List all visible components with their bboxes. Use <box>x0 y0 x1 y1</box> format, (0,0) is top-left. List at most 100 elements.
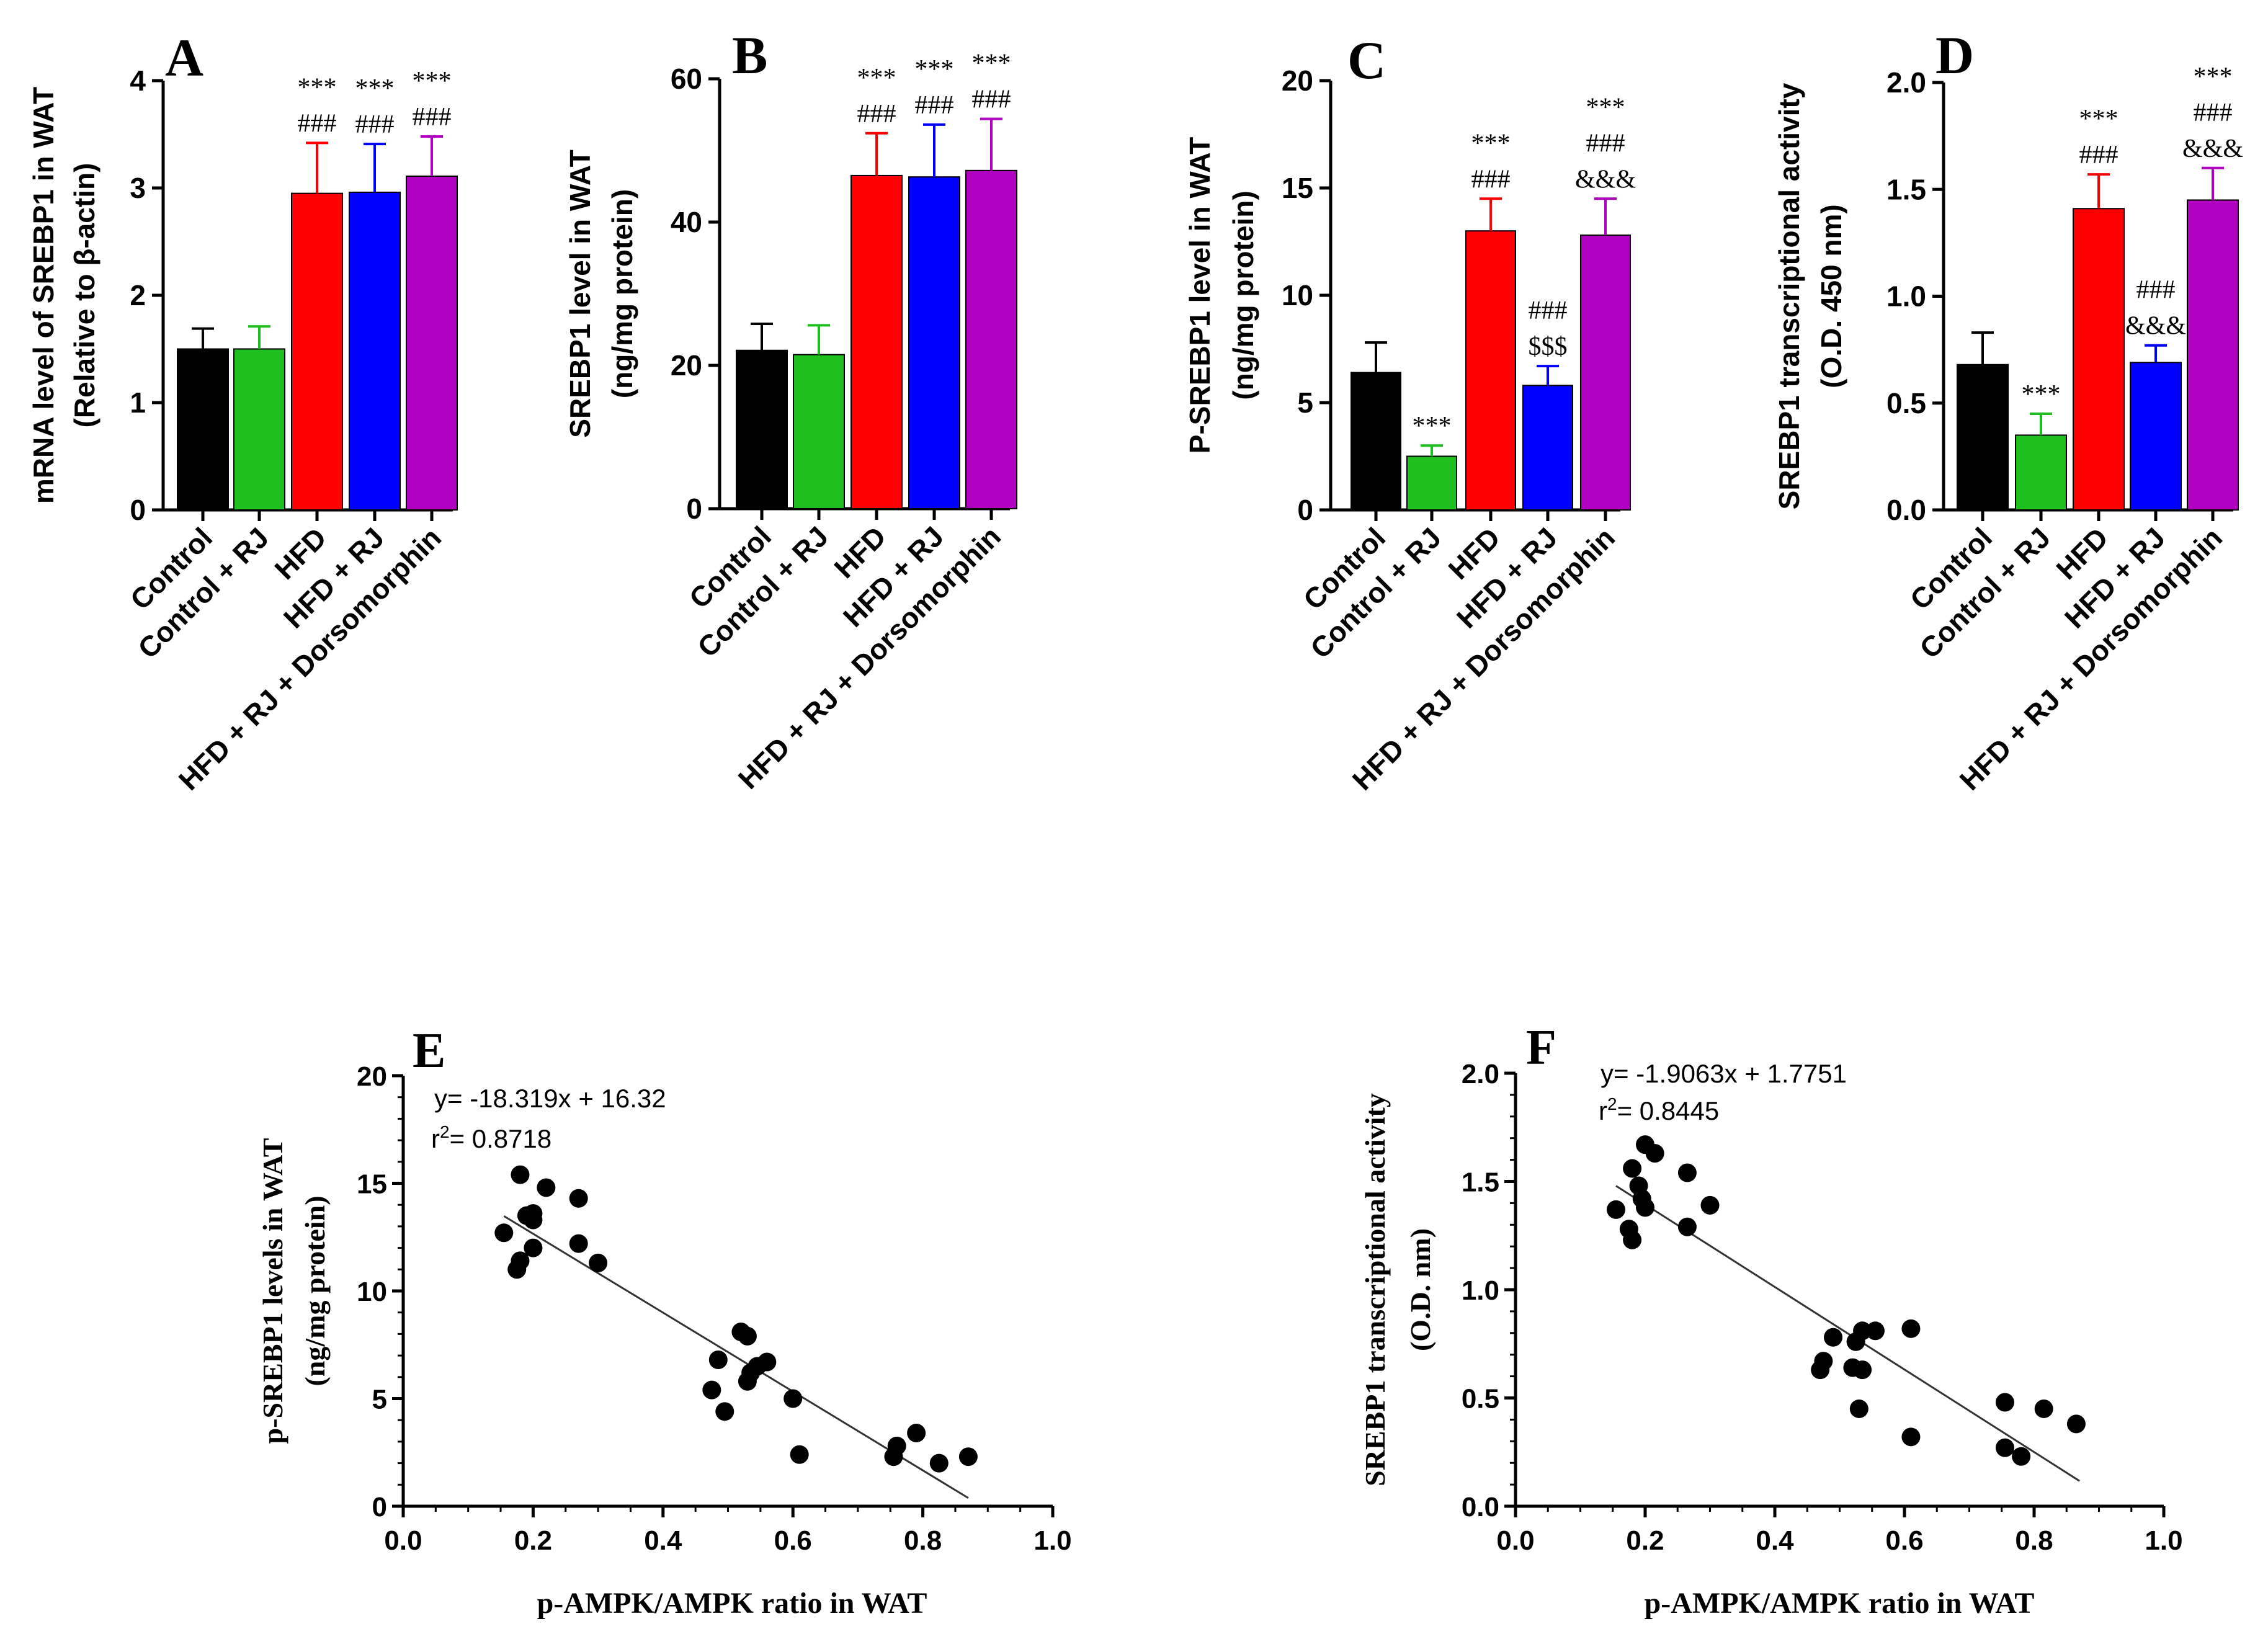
data-point <box>748 1357 767 1376</box>
significance-annotation: *** <box>2194 63 2233 91</box>
x-tick-label: 0.2 <box>1626 1525 1664 1556</box>
data-point <box>929 1453 949 1473</box>
data-point <box>1853 1321 1872 1341</box>
bar-hfd-rj <box>349 191 401 511</box>
bar-control <box>177 348 229 511</box>
data-point <box>708 1351 728 1370</box>
y-axis-label: SREBP1 level in WAT <box>564 150 596 437</box>
x-tick-label: 0.6 <box>1885 1525 1923 1556</box>
x-axis-label: p-AMPK/AMPK ratio in WAT <box>1645 1587 2035 1620</box>
y-tick-label: 1.0 <box>1886 280 1926 313</box>
x-tick-label: 0.4 <box>1756 1525 1794 1556</box>
data-point <box>1901 1319 1921 1338</box>
y-tick-label: 4 <box>130 65 146 97</box>
y-tick-label: 20 <box>357 1061 387 1092</box>
significance-annotation: ### <box>2079 141 2118 169</box>
y-tick-label: 1.5 <box>1462 1168 1499 1198</box>
bar-control <box>1351 372 1401 511</box>
bar-hfd <box>850 174 903 509</box>
y-tick-label: 0.0 <box>1886 494 1926 526</box>
bar-hfd-rj <box>1522 385 1573 511</box>
data-point <box>790 1445 809 1464</box>
data-point <box>907 1424 926 1443</box>
regression-line <box>1615 1185 2080 1482</box>
y-tick-label: 10 <box>1282 279 1313 311</box>
x-tick-label: 0.0 <box>384 1525 422 1556</box>
x-tick-label: 0.4 <box>644 1525 682 1556</box>
y-axis-label-units: (ng/mg protein) <box>606 189 638 398</box>
y-tick-label: 2 <box>130 279 146 311</box>
data-point <box>1865 1321 1885 1341</box>
panel-letter: F <box>1526 1020 1556 1075</box>
data-point <box>2012 1447 2031 1466</box>
r-squared-superscript: 2 <box>1607 1094 1617 1114</box>
y-axis-label-units: (Relative to β-actin) <box>68 163 100 428</box>
significance-annotation: *** <box>355 74 395 103</box>
bar-hfd <box>291 192 343 511</box>
y-tick-label: 3 <box>130 172 146 204</box>
r-squared-value: = 0.8718 <box>450 1124 552 1153</box>
y-tick-label: 0.0 <box>1462 1492 1499 1522</box>
bar-control-rj <box>1406 455 1457 511</box>
y-tick-label: 0 <box>372 1492 387 1522</box>
data-point <box>537 1178 556 1197</box>
data-point <box>494 1223 514 1243</box>
y-axis-label: mRNA level of SREBP1 in WAT <box>27 87 60 504</box>
y-tick-label: 1 <box>130 386 146 419</box>
bar-hfd-rj-dorsomorphin <box>2187 199 2239 511</box>
x-tick-label: 1.0 <box>1034 1525 1071 1556</box>
significance-annotation: ### <box>857 100 896 128</box>
significance-annotation: ### <box>915 91 954 120</box>
significance-annotation: ### <box>1529 297 1568 325</box>
y-tick-label: 15 <box>1282 172 1313 204</box>
regression-equation: y= -18.319x + 16.32 <box>434 1084 666 1113</box>
y-tick-label: 0 <box>686 493 702 525</box>
y-axis-label: p-SREBP1 levels in WAT <box>257 1138 288 1444</box>
significance-annotation: *** <box>857 64 896 92</box>
x-tick-label: 1.0 <box>2145 1525 2182 1556</box>
significance-annotation: *** <box>972 50 1011 78</box>
data-point <box>524 1204 543 1223</box>
r-squared-label: r2= 0.8718 <box>431 1122 551 1153</box>
data-point <box>1623 1159 1642 1178</box>
data-point <box>1853 1360 1872 1380</box>
significance-annotation: $$$ <box>1529 333 1568 361</box>
data-point <box>511 1165 530 1184</box>
significance-annotation: ### <box>1471 165 1511 194</box>
data-point <box>1995 1438 2014 1457</box>
data-point <box>511 1251 530 1270</box>
y-axis-label-units: (O.D. nm) <box>1404 1228 1436 1351</box>
y-tick-label: 2.0 <box>1462 1059 1499 1089</box>
y-axis-label-units: (ng/mg protein) <box>1227 190 1259 400</box>
data-point <box>1700 1195 1720 1215</box>
y-axis-label: SREBP1 transcriptional activity <box>1359 1093 1391 1486</box>
y-tick-label: 5 <box>1297 386 1313 419</box>
bar-hfd <box>1465 230 1516 511</box>
r-squared-symbol: r <box>431 1124 440 1153</box>
data-point <box>958 1447 978 1467</box>
significance-annotation: *** <box>1413 412 1452 440</box>
data-point <box>1677 1163 1697 1182</box>
significance-annotation: *** <box>1471 129 1511 158</box>
panel-a-bar-chart: A 0 1 2 3 4 mRNA level of SREBP1 in WAT (Relati… <box>27 28 458 797</box>
data-point <box>1636 1198 1654 1217</box>
bar-hfd-rj-dorsomorphin <box>406 175 458 511</box>
y-tick-label: 10 <box>357 1277 387 1307</box>
significance-annotation: ### <box>972 86 1011 114</box>
panel-letter: D <box>1935 25 1974 85</box>
data-point <box>702 1380 721 1400</box>
y-tick-label: 2.0 <box>1886 66 1926 99</box>
x-axis-label: p-AMPK/AMPK ratio in WAT <box>537 1587 927 1620</box>
significance-annotation: *** <box>2079 105 2118 133</box>
data-point <box>738 1326 757 1346</box>
data-point <box>1901 1427 1921 1447</box>
bar-hfd-rj <box>2130 362 2182 511</box>
y-axis-label-units: (ng/mg protein) <box>299 1195 331 1386</box>
data-point <box>2034 1399 2053 1418</box>
r-squared-superscript: 2 <box>440 1122 450 1141</box>
bar-control <box>736 349 788 509</box>
significance-annotation: ### <box>2136 276 2176 305</box>
panel-f-scatter-plot: F 0.0 0.5 1.0 1.5 2.0 0.0 0.2 0.4 0.6 0.8 1.0 p-AMPK… <box>1359 1020 2183 1620</box>
data-point <box>569 1189 588 1208</box>
